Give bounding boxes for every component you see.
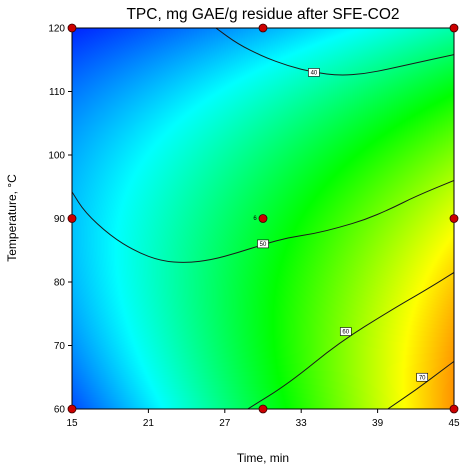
y-tick-label: 80: [54, 278, 66, 289]
design-point: [67, 214, 77, 223]
design-point: [258, 214, 268, 223]
contour-label-40: 40: [311, 71, 318, 77]
y-tick-label: 60: [54, 405, 66, 416]
design-points: [67, 23, 459, 414]
contour-line-60: [247, 272, 454, 409]
design-point: [449, 23, 459, 33]
contour-label-box: [308, 68, 320, 77]
design-point: [449, 214, 459, 223]
contour-label-box: [257, 239, 269, 249]
contour-label-box: [416, 372, 428, 382]
contour-line-70: [387, 360, 454, 409]
design-point: [258, 404, 268, 414]
contour-lines: [72, 28, 454, 409]
contour-label-box: [339, 327, 352, 336]
center-point-count: 6: [253, 216, 257, 222]
y-tick-label: 110: [49, 87, 65, 98]
chart-title: TPC, mg GAE/g residue after SFE-CO2: [126, 6, 399, 23]
contour-line-50: [72, 179, 454, 263]
y-tick-label: 70: [54, 341, 66, 352]
x-tick-label: 33: [296, 418, 308, 429]
x-tick-label: 21: [143, 418, 155, 429]
contour-labels: 40 50 60 70: [257, 68, 428, 382]
x-tick-label: 39: [372, 418, 384, 429]
x-axis-label: Time, min: [237, 451, 289, 465]
y-tick-label: 100: [48, 151, 65, 162]
x-tick-label: 27: [219, 418, 231, 429]
y-axis-label: Temperature, °C: [5, 174, 19, 262]
design-point: [67, 23, 77, 33]
contour-label-60: 60: [342, 330, 349, 336]
y-tick-label: 90: [54, 214, 66, 225]
x-tick-label: 15: [66, 418, 78, 429]
design-point: [258, 23, 268, 33]
design-point: [67, 404, 77, 414]
y-tick-label: 120: [48, 24, 65, 35]
contour-label-50: 50: [260, 242, 267, 248]
x-tick-label: 45: [448, 418, 460, 429]
design-point: [449, 404, 459, 414]
contour-label-70: 70: [419, 375, 426, 381]
